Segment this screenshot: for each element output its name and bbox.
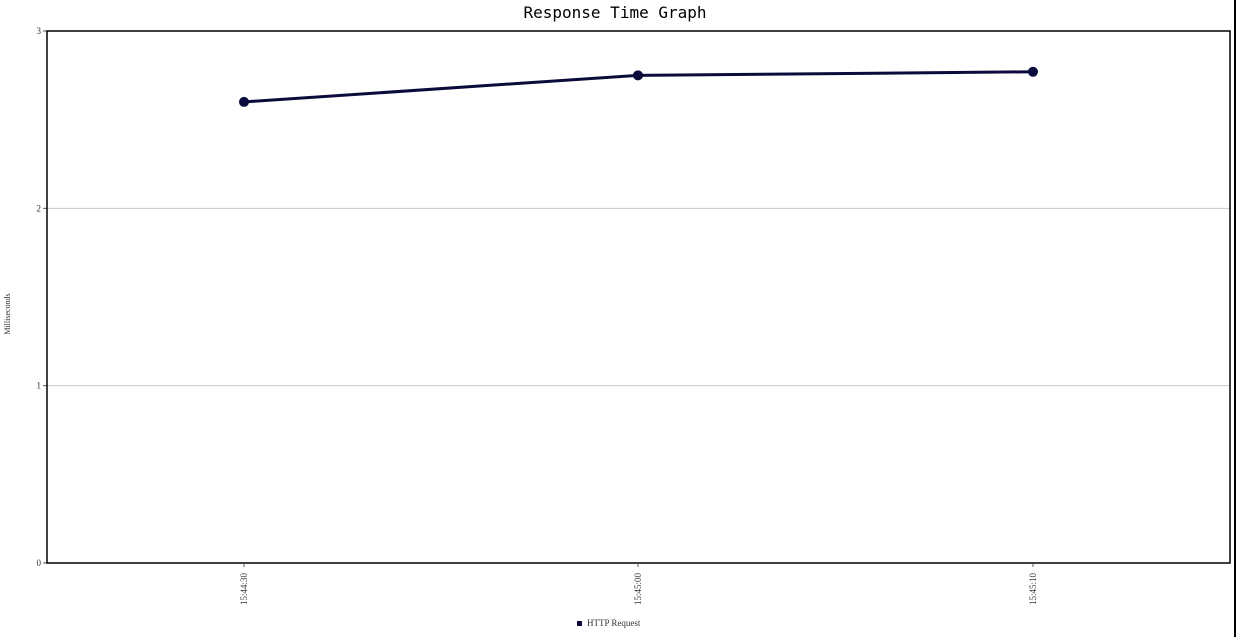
- legend-swatch-http-request: [577, 620, 582, 626]
- data-point-0-2: [1028, 66, 1038, 77]
- data-point-0-0: [239, 96, 249, 107]
- legend-label-http-request: HTTP Request: [587, 618, 641, 628]
- x-tick-label-2: 15:45:10: [1028, 573, 1038, 606]
- right-edge-border: [1234, 0, 1236, 637]
- y-tick-label-2: 2: [37, 203, 42, 213]
- y-tick-label-3: 3: [37, 26, 42, 36]
- x-tick-label-0: 15:44:30: [239, 573, 249, 606]
- y-axis-label: Milliseconds: [3, 293, 12, 334]
- y-tick-label-1: 1: [37, 381, 42, 391]
- y-tick-label-0: 0: [37, 558, 42, 568]
- plot-area-border: [46, 30, 1231, 564]
- data-point-0-1: [633, 70, 643, 81]
- chart-title: Response Time Graph: [523, 3, 707, 22]
- legend: HTTP Request: [577, 618, 640, 628]
- x-tick-label-1: 15:45:00: [633, 573, 643, 606]
